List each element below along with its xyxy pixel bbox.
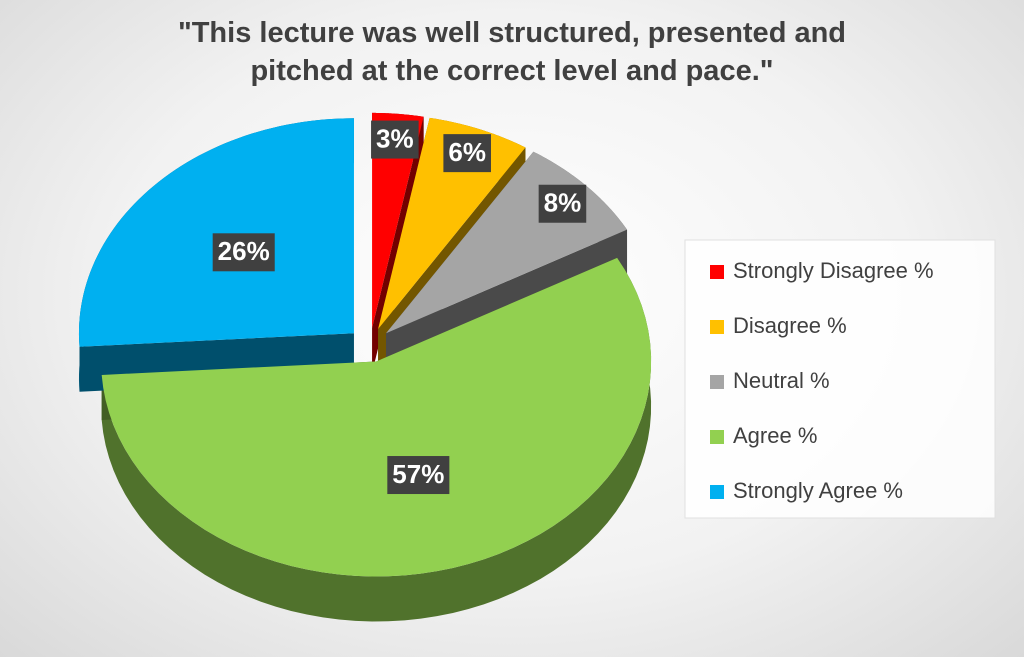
legend-swatch (710, 485, 724, 499)
value-label: 26% (218, 236, 270, 266)
legend-label: Strongly Disagree % (733, 258, 934, 283)
value-label: 8% (544, 188, 582, 218)
slice (101, 257, 652, 577)
slice (372, 112, 424, 328)
value-label: 6% (448, 137, 486, 167)
legend-label: Neutral % (733, 368, 830, 393)
legend-swatch (710, 375, 724, 389)
legend-swatch (710, 265, 724, 279)
legend-swatch (710, 320, 724, 334)
value-label: 57% (392, 459, 444, 489)
legend-box (684, 239, 996, 519)
legend-label: Strongly Agree % (733, 478, 903, 503)
value-label-bg (443, 134, 491, 173)
value-label-bg (387, 456, 450, 495)
value-label: 3% (376, 123, 414, 153)
chart-title: "This lecture was well structured, prese… (177, 17, 847, 87)
slice (78, 118, 354, 347)
legend-label: Agree % (733, 423, 817, 448)
legend-label: Disagree % (733, 313, 847, 338)
value-label-bg (538, 184, 587, 223)
legend-swatch (710, 430, 724, 444)
value-label-bg (371, 120, 419, 159)
value-label-bg (212, 233, 275, 272)
